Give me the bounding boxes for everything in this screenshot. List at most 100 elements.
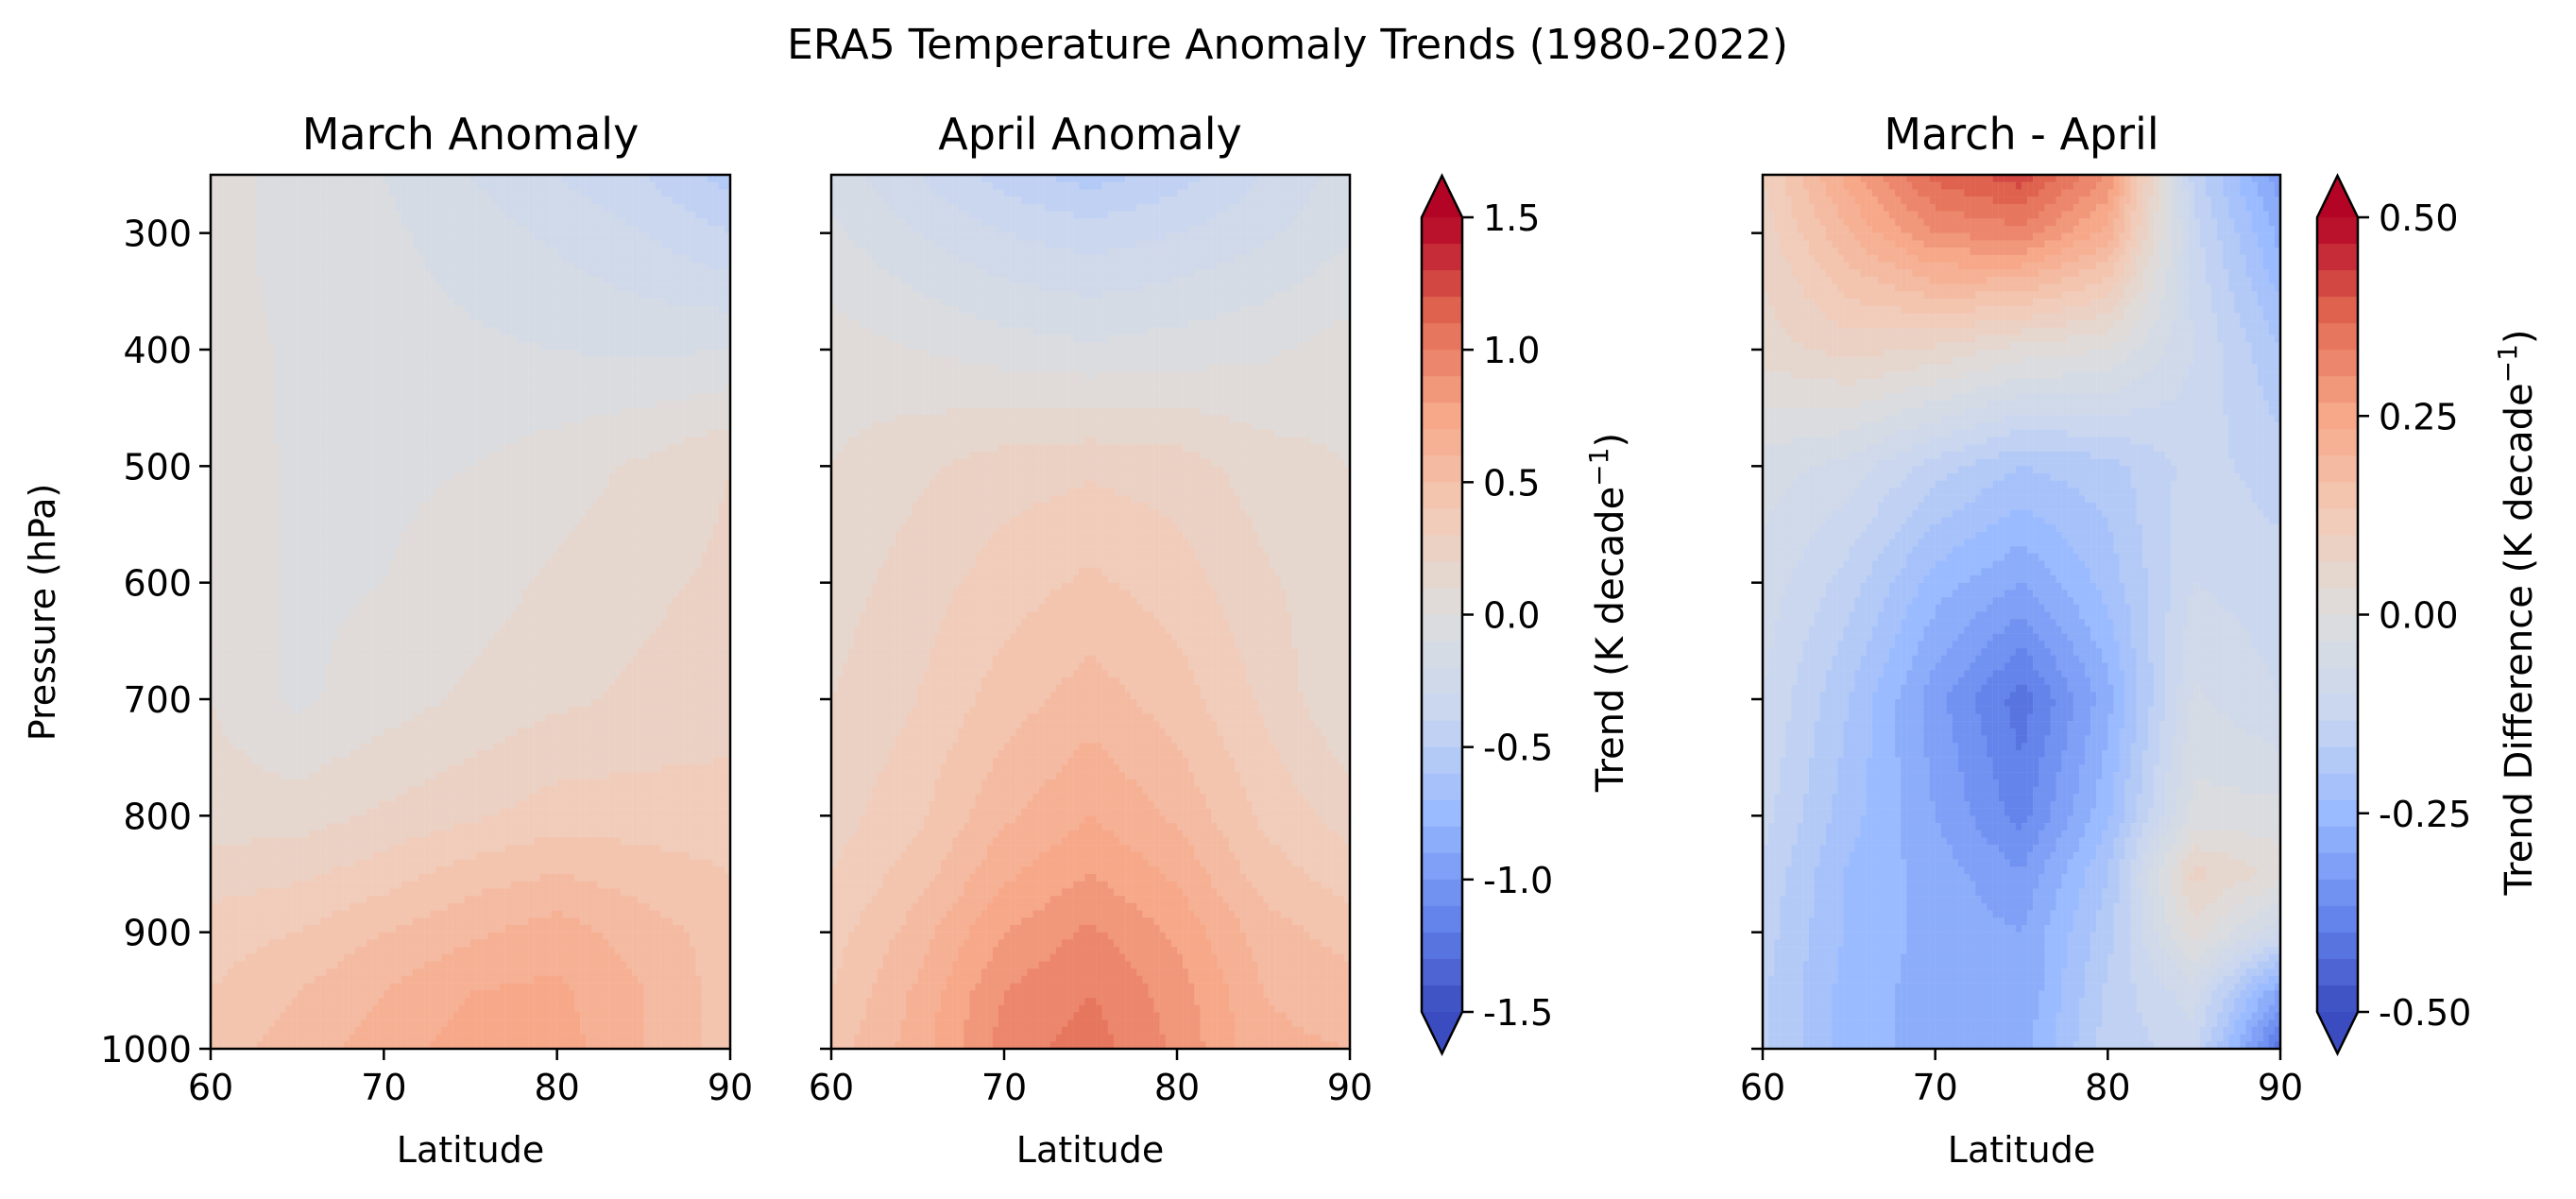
heatmap-cell [510,422,518,431]
heatmap-cell [510,189,518,197]
heatmap-cell [487,466,494,474]
heatmap-cell [690,175,696,182]
heatmap-cell [551,422,557,431]
heatmap-cell [354,320,362,329]
heatmap-cell [291,232,298,241]
heatmap-cell [332,313,338,321]
heatmap-cell [315,269,321,278]
heatmap-cell [666,502,674,510]
heatmap-cell [297,385,303,394]
heatmap-cell [239,553,246,561]
heatmap-cell [504,502,511,510]
heatmap-cell [250,473,258,481]
heatmap-cell [487,553,494,561]
heatmap-cell [470,350,477,357]
heatmap-cell [263,254,269,263]
heatmap-cell [349,364,355,372]
heatmap-cell [534,197,540,205]
heatmap-cell [504,444,511,453]
heatmap-cell [724,225,730,233]
heatmap-cell [597,175,604,182]
heatmap-cell [250,356,258,365]
heatmap-cell [522,175,529,182]
heatmap-cell [626,517,633,525]
heatmap-cell [211,225,217,233]
heatmap-cell [655,531,661,540]
heatmap-cell [470,313,477,321]
heatmap-cell [401,350,407,357]
heatmap-cell [332,378,338,386]
heatmap-cell [435,444,442,453]
heatmap-cell [367,342,373,351]
heatmap-cell [326,240,333,248]
heatmap-cell [476,276,483,284]
heatmap-cell [424,211,431,219]
heatmap-cell [274,356,281,365]
heatmap-cell [458,422,466,431]
heatmap-cell [211,524,217,532]
heatmap-cell [302,240,310,248]
heatmap-cell [291,488,298,496]
heatmap-cell [603,342,609,351]
heatmap-cell [482,466,488,474]
heatmap-cell [343,560,350,569]
heatmap-cell [222,232,229,241]
heatmap-cell [320,232,327,241]
heatmap-cell [297,488,303,496]
heatmap-cell [551,350,557,357]
heatmap-cell [216,320,223,329]
heatmap-cell [326,480,333,488]
heatmap-cell [534,299,540,306]
heatmap-cell [470,197,477,205]
heatmap-cell [620,327,627,335]
heatmap-cell [562,488,570,496]
heatmap-cell [499,240,505,248]
heatmap-cell [285,437,292,445]
heatmap-cell [562,254,570,263]
heatmap-cell [389,305,396,314]
heatmap-cell [418,546,425,555]
heatmap-cell [297,495,303,504]
heatmap-cell [718,320,725,329]
heatmap-cell [389,517,396,525]
heatmap-cell [493,466,500,474]
heatmap-cell [332,415,338,423]
heatmap-cell [580,517,587,525]
heatmap-cell [690,444,696,453]
heatmap-cell [655,524,661,532]
heatmap-cell [245,211,251,219]
heatmap-cell [620,342,627,351]
heatmap-cell [568,422,575,431]
heatmap-cell [378,451,384,459]
heatmap-cell [452,488,459,496]
heatmap-cell [707,364,713,372]
heatmap-cell [222,488,229,496]
heatmap-cell [285,531,292,540]
heatmap-cell [401,509,407,518]
heatmap-cell [458,400,466,408]
heatmap-cell [707,385,713,394]
heatmap-cell [510,393,518,402]
heatmap-cell [326,509,333,518]
heatmap-cell [672,371,679,380]
heatmap-cell [643,327,650,335]
heatmap-cell [493,175,500,182]
heatmap-cell [395,356,401,365]
heatmap-cell [499,225,505,233]
heatmap-cell [332,197,338,205]
heatmap-cell [666,444,674,453]
heatmap-cell [597,568,604,576]
heatmap-cell [551,175,557,182]
heatmap-cell [597,488,604,496]
heatmap-cell [464,203,471,212]
heatmap-cell [360,539,367,547]
heatmap-cell [233,451,240,459]
heatmap-cell [372,175,379,182]
heatmap-cell [666,350,674,357]
heatmap-cell [534,546,540,555]
heatmap-cell [447,393,453,402]
heatmap-cell [516,342,523,351]
heatmap-cell [222,568,229,576]
heatmap-cell [430,334,436,343]
heatmap-cell [493,313,500,321]
